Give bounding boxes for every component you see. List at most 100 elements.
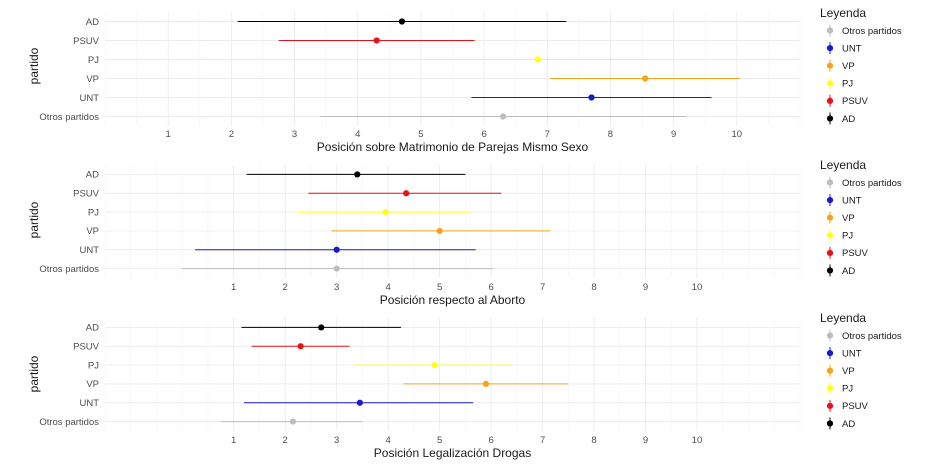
panel-2: 1 2 3 4 5 6 7 8 9 10 AD PSUV PJ VP UNT Otros partidos Po… xyxy=(27,158,902,307)
x-tick-label: 1 xyxy=(231,435,236,446)
legend-item-label: PJ xyxy=(842,384,853,395)
x-axis-title: Posición sobre Matrimonio de Parejas Mis… xyxy=(317,140,589,154)
x-tick-label: 5 xyxy=(437,282,442,293)
grid xyxy=(104,12,801,126)
legend-item-label: AD xyxy=(842,419,855,430)
x-tick-label: 8 xyxy=(591,435,596,446)
legend-item-label: AD xyxy=(842,114,855,125)
point-pj xyxy=(534,56,541,63)
legend-key-point xyxy=(826,350,834,357)
legend-item-label: PJ xyxy=(842,231,853,242)
y-tick-label: PJ xyxy=(88,55,99,66)
legend-item-label: UNT xyxy=(842,348,862,359)
legend-title: Leyenda xyxy=(820,6,866,20)
legend: Leyenda Otros partidos UNT VP PJ PSUV AD xyxy=(820,6,902,125)
x-tick-label: 10 xyxy=(732,129,743,140)
legend-item-label: PSUV xyxy=(842,96,869,107)
y-tick-label: UNT xyxy=(79,398,99,409)
x-tick-label: 2 xyxy=(283,435,288,446)
panel-3: 1 2 3 4 5 6 7 8 9 10 AD PSUV PJ VP UNT Otros partidos Po… xyxy=(27,311,902,460)
point-ad xyxy=(354,171,361,178)
legend-key-point xyxy=(826,80,834,87)
legend-key-point xyxy=(826,27,834,34)
x-tick-label: 4 xyxy=(385,282,390,293)
legend-key-point xyxy=(826,62,834,69)
legend-item-label: Otros partidos xyxy=(842,331,902,342)
y-tick-label: UNT xyxy=(79,93,99,104)
legend-key-point xyxy=(826,45,834,52)
legend-item-label: VP xyxy=(842,213,855,224)
x-tick-label: 7 xyxy=(545,129,550,140)
y-tick-label: PJ xyxy=(88,360,99,371)
y-tick-label: UNT xyxy=(79,245,99,256)
y-tick-label: VP xyxy=(86,74,99,85)
legend-key-point xyxy=(826,249,834,256)
legend-item-label: UNT xyxy=(842,43,862,54)
x-tick-label: 2 xyxy=(229,129,234,140)
x-axis-title: Posición respecto al Aborto xyxy=(380,293,526,307)
legend-item-label: VP xyxy=(842,366,855,377)
legend-key-point xyxy=(826,179,834,186)
point-vp xyxy=(482,380,490,388)
x-tick-label: 6 xyxy=(481,129,486,140)
legend-key-point xyxy=(826,267,834,274)
point-pj xyxy=(382,208,389,216)
y-tick-label: AD xyxy=(86,17,99,28)
y-axis-title: partido xyxy=(27,47,41,84)
x-tick-label: 7 xyxy=(540,435,545,446)
x-tick-label: 1 xyxy=(166,129,171,140)
legend-item-label: VP xyxy=(842,61,855,72)
y-tick-label: Otros partidos xyxy=(39,112,99,123)
y-axis-title: partido xyxy=(27,355,41,392)
point-unt xyxy=(356,399,363,406)
legend-key-point xyxy=(826,332,834,339)
y-tick-label: AD xyxy=(86,170,99,181)
x-tick-label: 5 xyxy=(418,129,423,140)
point-psuv xyxy=(297,343,304,350)
y-tick-label: VP xyxy=(86,379,99,390)
x-tick-label: 3 xyxy=(334,435,339,446)
x-tick-label: 10 xyxy=(692,435,703,446)
point-vp xyxy=(436,227,443,235)
point-psuv xyxy=(403,190,410,197)
legend-item-label: PSUV xyxy=(842,248,869,259)
legend: Leyenda Otros partidos UNT VP PJ PSUV AD xyxy=(820,158,902,277)
x-tick-label: 8 xyxy=(608,129,613,140)
legend-item-label: AD xyxy=(842,266,855,277)
x-tick-label: 6 xyxy=(488,282,493,293)
legend-key-point xyxy=(826,197,834,204)
y-tick-label: VP xyxy=(86,226,99,237)
legend-key-point xyxy=(826,214,834,221)
point-unt xyxy=(333,246,340,253)
x-axis-title: Posición Legalización Drogas xyxy=(374,446,531,460)
x-tick-label: 4 xyxy=(385,435,390,446)
point-otros-partidos xyxy=(333,265,340,272)
point-vp xyxy=(642,75,649,82)
point-unt xyxy=(588,94,595,101)
x-tick-label: 4 xyxy=(355,129,360,140)
panel-1: 1 2 3 4 5 6 7 8 9 10 AD PSUV PJ VP UNT Otros partidos Po… xyxy=(27,6,902,154)
x-tick-label: 1 xyxy=(231,282,236,293)
x-tick-label: 2 xyxy=(283,282,288,293)
legend-key-point xyxy=(826,97,834,104)
point-otros-partidos xyxy=(499,113,507,120)
legend-item-label: UNT xyxy=(842,195,862,206)
legend-key-point xyxy=(826,420,834,427)
legend-key-point xyxy=(826,385,834,392)
point-ad xyxy=(398,18,406,25)
x-tick-label: 9 xyxy=(671,129,676,140)
point-pj xyxy=(431,361,438,369)
y-tick-label: PSUV xyxy=(73,189,100,200)
grid xyxy=(104,318,801,431)
legend-item-label: Otros partidos xyxy=(842,178,902,189)
legend-key-point xyxy=(826,402,834,409)
x-tick-label: 10 xyxy=(692,282,703,293)
legend: Leyenda Otros partidos UNT VP PJ PSUV AD xyxy=(820,311,902,430)
grid xyxy=(104,165,801,278)
legend-title: Leyenda xyxy=(820,158,866,172)
x-tick-label: 9 xyxy=(643,282,648,293)
y-tick-label: AD xyxy=(86,323,99,334)
y-tick-label: PJ xyxy=(88,207,99,218)
x-tick-label: 9 xyxy=(643,435,648,446)
